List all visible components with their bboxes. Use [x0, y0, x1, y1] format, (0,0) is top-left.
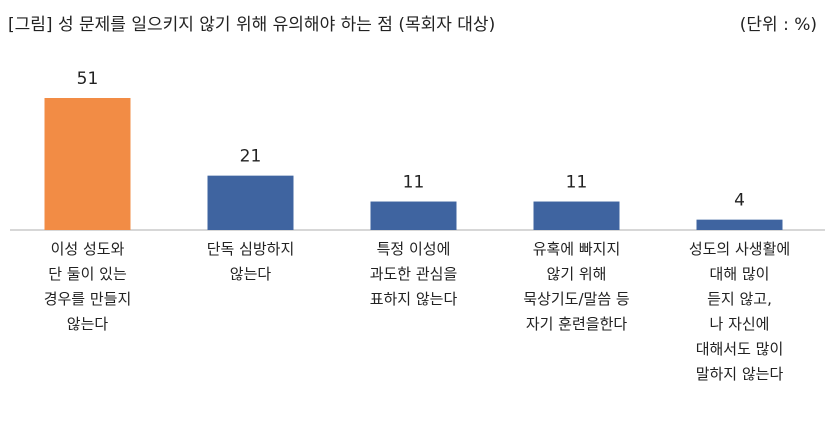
category-label-5-line-2: 대해 많이 — [710, 265, 770, 283]
data-label-4: 11 — [566, 173, 588, 193]
category-label-2-line-2: 않는다 — [230, 265, 272, 283]
bar-3 — [370, 201, 457, 230]
bar-4 — [533, 201, 620, 230]
category-label-5-line-1: 성도의 사생활에 — [689, 240, 790, 258]
bar-5 — [696, 219, 783, 230]
category-label-3-line-2: 과도한 관심을 — [370, 265, 458, 283]
category-label-1-line-4: 않는다 — [67, 315, 109, 333]
bar-2 — [207, 175, 294, 230]
category-label-4-line-1: 유혹에 빠지지 — [533, 240, 621, 258]
category-label-4-line-3: 묵상기도/말씀 등 — [523, 290, 630, 308]
unit-label: (단위 : %) — [739, 15, 817, 35]
category-label-5-line-5: 대해서도 많이 — [696, 340, 784, 358]
category-label-2-line-1: 단독 심방하지 — [207, 240, 295, 258]
data-label-5: 4 — [734, 191, 745, 211]
category-label-4-line-2: 않기 위해 — [547, 265, 607, 283]
category-label-5-line-6: 말하지 않는다 — [696, 365, 784, 383]
category-label-3-line-1: 특정 이성에 — [377, 240, 451, 258]
category-label-4-line-4: 자기 훈련을한다 — [526, 315, 628, 333]
bar-1 — [44, 98, 131, 230]
data-label-2: 21 — [240, 147, 262, 167]
data-label-3: 11 — [403, 173, 425, 193]
category-label-3-line-3: 표하지 않는다 — [370, 290, 458, 308]
chart-title: [그림] 성 문제를 일으키지 않기 위해 유의해야 하는 점 (목회자 대상) — [8, 15, 496, 35]
data-label-1: 51 — [77, 69, 99, 89]
category-label-5-line-4: 나 자신에 — [710, 315, 770, 333]
category-label-5-line-3: 듣지 않고, — [707, 290, 772, 308]
category-label-1-line-3: 경우를 만들지 — [44, 290, 132, 308]
category-label-1-line-1: 이성 성도와 — [51, 240, 125, 258]
category-label-1-line-2: 단 둘이 있는 — [48, 265, 127, 283]
